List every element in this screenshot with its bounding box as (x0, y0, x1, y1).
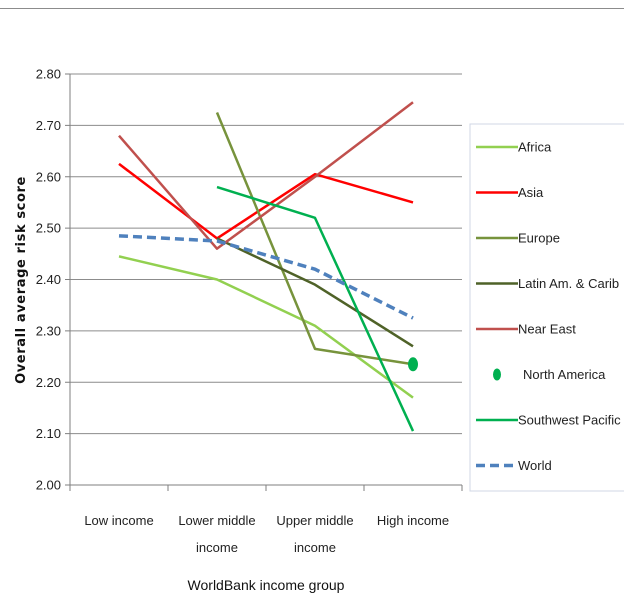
legend-label-europe: Europe (518, 231, 560, 246)
series-line-world (118, 234, 414, 320)
series-line-near-east (118, 101, 414, 250)
series-lines (118, 101, 418, 432)
y-tick-label: 2.40 (36, 272, 61, 287)
y-tick-label: 2.60 (36, 169, 61, 184)
y-tick-labels: 2.00 2.10 2.20 2.30 2.40 2.50 2.60 2.70 2.80 (36, 67, 61, 493)
series-line-africa (118, 255, 414, 399)
x-tick-label: income (196, 540, 238, 555)
x-tick-labels: Low income Lower middle income Upper middle… (84, 513, 449, 555)
legend-label-latin-am-carib: Latin Am. & Carib (518, 276, 619, 291)
y-tick-label: 2.30 (36, 323, 61, 338)
top-border (0, 8, 624, 9)
legend-label-asia: Asia (518, 185, 544, 200)
y-tick-label: 2.50 (36, 221, 61, 236)
legend-label-world: World (518, 458, 552, 473)
y-tick-label: 2.00 (36, 478, 61, 493)
x-tick-label: Lower middle (178, 513, 255, 528)
y-tick-label: 2.20 (36, 375, 61, 390)
legend-label-southwest-pacific: Southwest Pacific (518, 413, 621, 428)
series-line-latin-am-carib (216, 237, 414, 348)
series-point-north-america (408, 357, 418, 372)
x-axis-title: WorldBank income group (188, 577, 345, 593)
legend-label-africa: Africa (518, 140, 552, 155)
legend: Africa Asia Europe Latin Am. & Carib Near Ea… (469, 123, 624, 492)
x-tick-label: income (294, 540, 336, 555)
legend-label-near-east: Near East (518, 322, 576, 337)
x-axis (69, 74, 463, 491)
y-tick-label: 2.80 (36, 67, 61, 82)
legend-label-north-america: North America (523, 367, 606, 382)
legend-swatch-north-america (493, 368, 501, 381)
x-tick-label: Low income (84, 513, 153, 528)
y-tick-label: 2.70 (36, 118, 61, 133)
y-axis-title: Overall average risk score (14, 176, 29, 384)
y-tick-label: 2.10 (36, 426, 61, 441)
series-line-southwest-pacific (216, 185, 415, 432)
legend-box (469, 123, 624, 492)
x-tick-label: High income (377, 513, 449, 528)
x-tick-label: Upper middle (276, 513, 353, 528)
series-line-asia (118, 162, 414, 240)
gridlines (65, 73, 462, 486)
